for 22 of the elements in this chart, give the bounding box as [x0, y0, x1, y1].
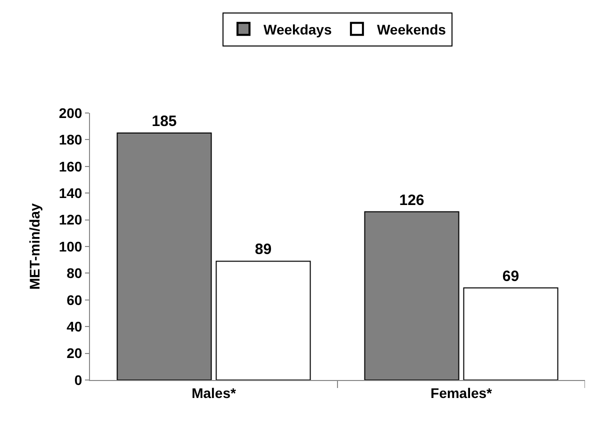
bar [463, 287, 558, 380]
bar [216, 260, 311, 380]
legend-label: Weekends [376, 21, 446, 38]
x-tick-label: Females* [430, 384, 493, 401]
data-label: 126 [399, 192, 424, 209]
y-tick-label: 100 [58, 238, 82, 254]
y-tick-label: 180 [58, 132, 82, 148]
y-tick-label: 60 [66, 292, 82, 308]
y-tick-label: 140 [58, 185, 82, 201]
y-tick-label: 80 [66, 265, 82, 282]
data-label: 89 [254, 241, 272, 258]
y-axis-title: MET-min/day [26, 203, 42, 290]
legend-label: Weekdays [264, 21, 332, 38]
y-tick-label: 0 [74, 372, 82, 388]
y-tick-label: 160 [58, 158, 82, 174]
x-tick-label: Males* [192, 384, 236, 401]
y-tick-label: 200 [58, 104, 82, 121]
y-tick-label: 20 [66, 345, 82, 362]
data-label: 185 [152, 113, 177, 130]
y-tick-label: 40 [66, 318, 82, 334]
y-tick-label: 120 [58, 212, 82, 228]
data-label: 69 [502, 268, 520, 285]
